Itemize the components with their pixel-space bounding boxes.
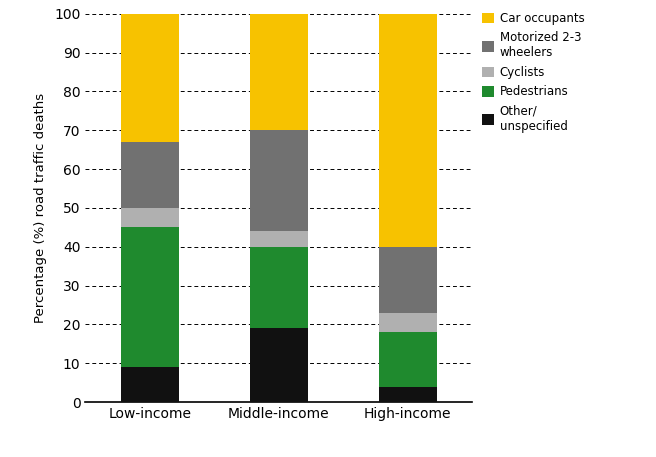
Bar (121, 208, 179, 227)
Bar (379, 14, 437, 247)
Bar (121, 367, 179, 402)
Bar (250, 130, 308, 231)
Legend: Car occupants, Motorized 2-3
wheelers, Cyclists, Pedestrians, Other/
unspecified: Car occupants, Motorized 2-3 wheelers, C… (482, 12, 584, 133)
Bar (121, 14, 179, 142)
Bar (379, 332, 437, 387)
Bar (250, 247, 308, 328)
Bar (379, 247, 437, 313)
Bar (121, 227, 179, 367)
Bar (250, 14, 308, 130)
Y-axis label: Percentage (%) road traffic deaths: Percentage (%) road traffic deaths (34, 93, 47, 323)
Bar (250, 231, 308, 247)
Bar (250, 328, 308, 402)
Bar (121, 142, 179, 208)
Bar (379, 387, 437, 402)
Bar (379, 313, 437, 332)
